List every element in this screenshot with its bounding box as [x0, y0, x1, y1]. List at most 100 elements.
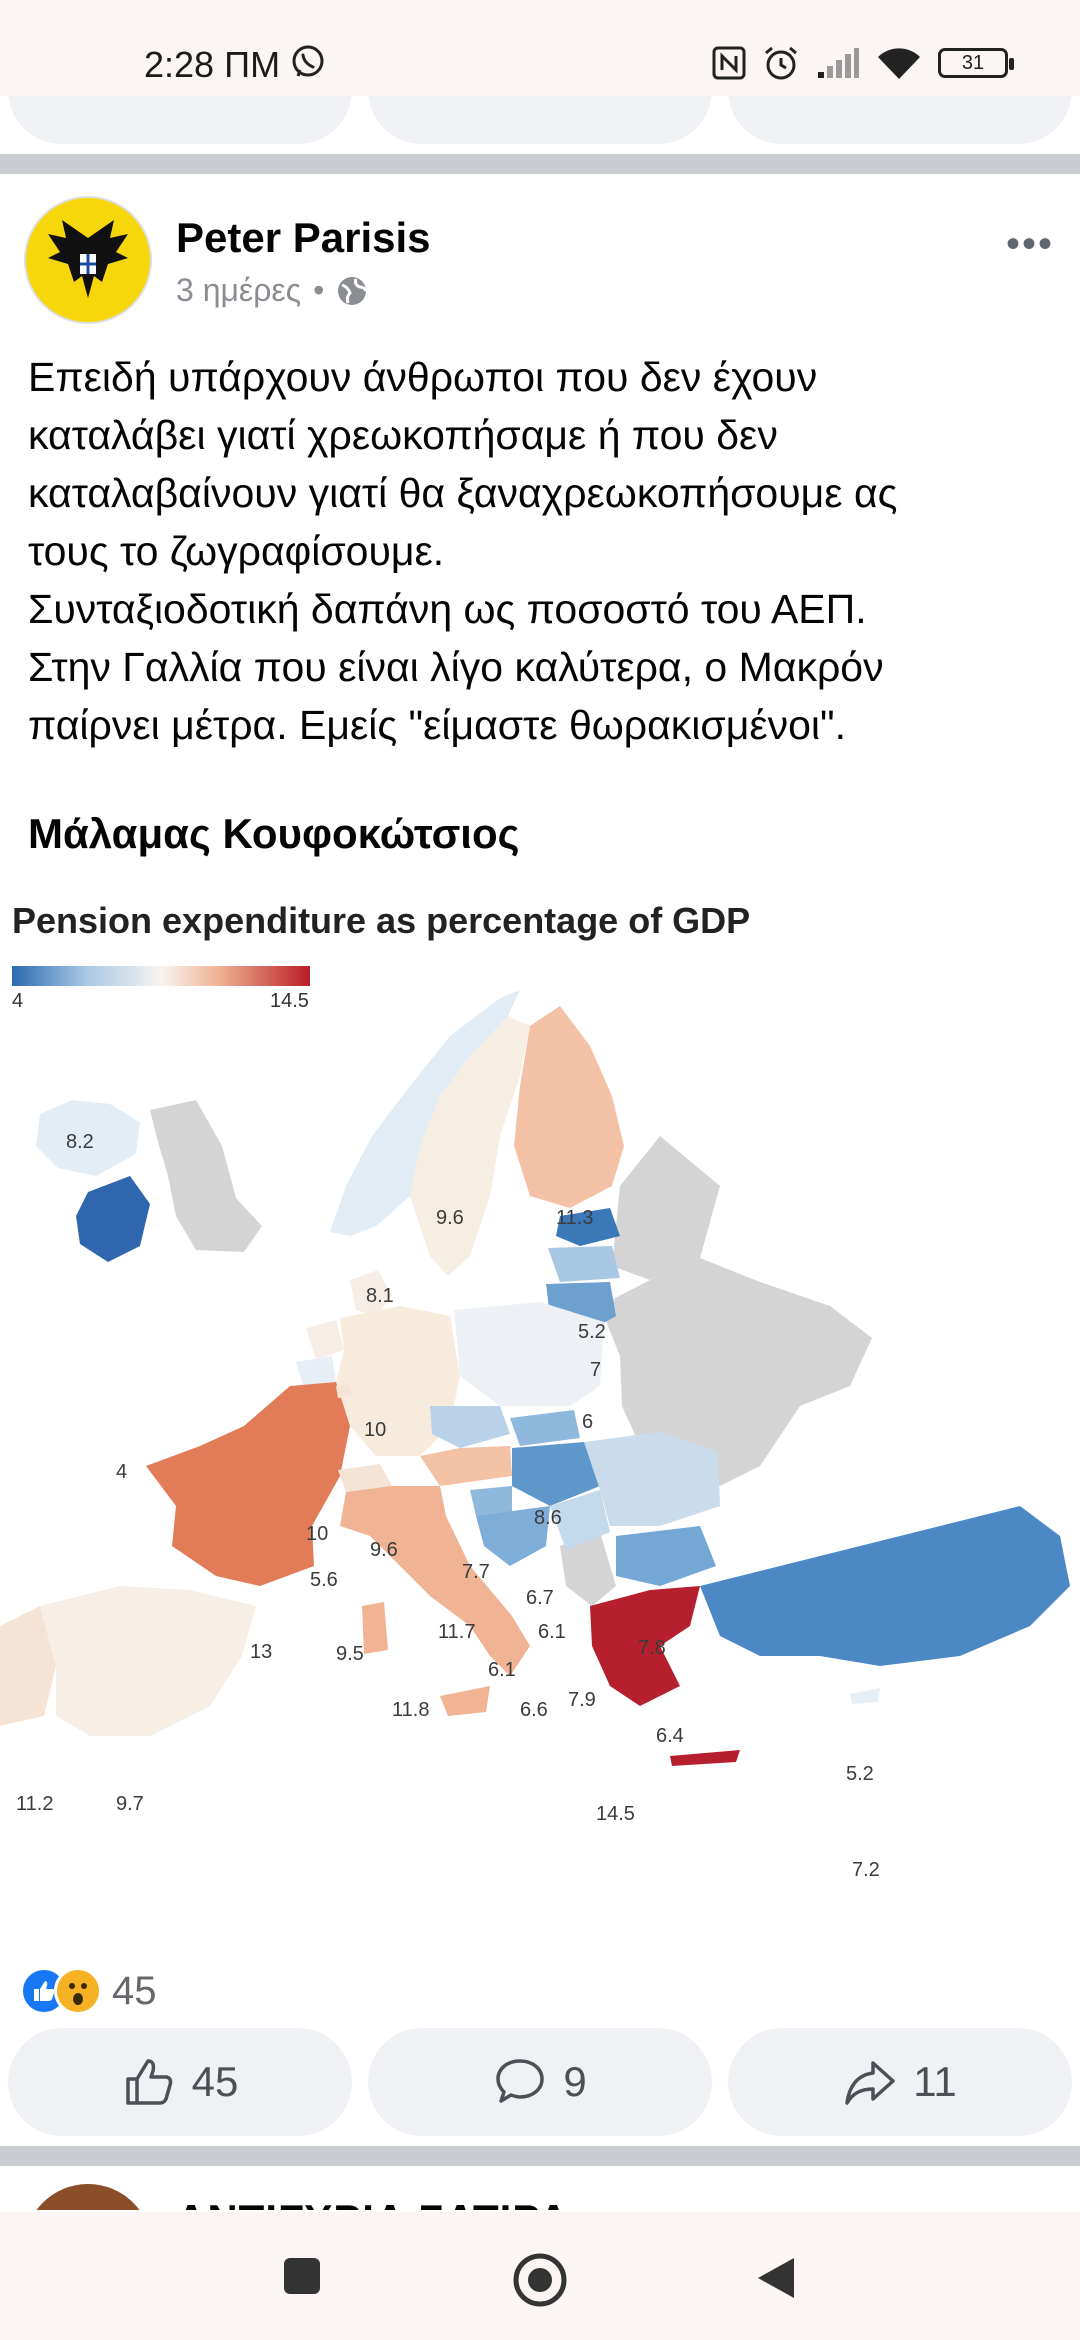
map-label-latvia: 7: [590, 1359, 601, 1381]
map-label-poland: 8.6: [534, 1507, 562, 1529]
share-arrow-icon: [845, 2061, 895, 2105]
post-image-map[interactable]: 8.2 8.1 9.6 11.3 5.2 7 6 10 4 10 5.6 9.6…: [0, 886, 1080, 1940]
post-text-line: Στην Γαλλία που είναι λίγο καλύτερα, ο Μ…: [28, 644, 884, 690]
map-region-norway: [330, 990, 520, 1236]
map-region-italy: [340, 1486, 530, 1676]
signal-icon: [818, 48, 859, 78]
map-region-sardinia: [362, 1602, 388, 1654]
next-post-author[interactable]: ΑΝΤΙΓΥΡΙΑ ΣΑΤΙΡΑ: [176, 2196, 570, 2210]
post-text-line: Επειδή υπάρχουν άνθρωποι που δεν έχουν: [28, 354, 818, 400]
map-region-hungary: [512, 1442, 600, 1506]
map-label-slovakia: 6.7: [526, 1587, 554, 1609]
more-options-button[interactable]: •••: [1006, 222, 1055, 266]
map-label-czechia: 7.7: [462, 1561, 490, 1583]
author-name[interactable]: Peter Parisis: [176, 214, 431, 261]
map-label-germany: 9.6: [370, 1539, 398, 1561]
battery-icon: 31: [938, 48, 1014, 78]
map-region-ukraine-belarus-russia: [600, 1258, 872, 1486]
map-title: Pension expenditure as percentage of GDP: [12, 900, 751, 941]
map-region-iceland: [36, 1100, 140, 1176]
wifi-icon: [878, 48, 920, 79]
map-label-luxembourg: 9.5: [336, 1643, 364, 1665]
thumbs-up-icon: [125, 2059, 172, 2105]
map-region-crete: [670, 1750, 740, 1766]
map-label-austria: 11.7: [438, 1621, 475, 1643]
back-triangle-icon[interactable]: [756, 2256, 796, 2300]
map-region-ireland: [76, 1176, 150, 1262]
reaction-count: 45: [112, 1968, 157, 2013]
like-button[interactable]: 45: [8, 2028, 352, 2136]
like-count: 45: [191, 2058, 239, 2105]
map-region-luxembourg: [336, 1384, 352, 1398]
post-signature: Μάλαμας Κουφοκώτσιος: [28, 810, 520, 857]
post-text-line: καταλαβαίνουν γιατί θα ξαναχρεωκοπήσουμε…: [28, 470, 898, 516]
home-circle-icon[interactable]: [512, 2252, 568, 2308]
nfc-icon: [712, 46, 746, 80]
map-region-finland: [514, 1006, 624, 1208]
comment-button[interactable]: 9: [368, 2028, 712, 2136]
system-navigation-bar: [0, 2212, 1080, 2340]
map-region-sicily: [440, 1686, 490, 1716]
alarm-icon: [765, 46, 797, 80]
previous-share-button[interactable]: [728, 96, 1072, 144]
status-icons: 31: [712, 40, 1014, 86]
map-label-france: 13: [250, 1641, 272, 1663]
map-region-estonia: [556, 1208, 620, 1246]
comment-count: 9: [563, 2058, 587, 2105]
map-region-spain: [40, 1586, 256, 1736]
map-label-italy: 11.8: [392, 1699, 429, 1721]
map-region-greece: [590, 1586, 700, 1706]
map-label-romania: 7.8: [638, 1637, 666, 1659]
map-region-cyprus: [850, 1688, 880, 1704]
status-bar: 2:28 ΠΜ: [0, 0, 1080, 100]
map-label-serbia: 7.9: [568, 1689, 596, 1711]
map-label-iceland: 8.2: [66, 1131, 94, 1153]
post-divider: [0, 154, 1080, 174]
map-legend-min: 4: [12, 990, 24, 1012]
map-legend-max: 14.5: [270, 990, 309, 1012]
map-region-switzerland: [338, 1464, 392, 1492]
map-label-spain: 9.7: [116, 1793, 144, 1815]
map-region-turkey: [700, 1506, 1070, 1666]
post-text-line: καταλάβει γιατί χρεωκοπήσαμε ή που δεν: [28, 412, 778, 458]
double-headed-eagle-icon: [26, 198, 150, 322]
previous-like-button[interactable]: [8, 96, 352, 144]
map-region-balkans-grey: [560, 1532, 616, 1606]
map-region-denmark: [350, 1270, 392, 1316]
map-region-romania: [584, 1432, 720, 1526]
previous-comment-button[interactable]: [368, 96, 712, 144]
map-region-austria: [420, 1446, 512, 1486]
reaction-summary[interactable]: 45: [20, 1966, 157, 2016]
status-time: 2:28 ΠΜ: [144, 44, 281, 85]
map-region-russia-north: [612, 1136, 720, 1280]
post-divider: [0, 2146, 1080, 2166]
share-button[interactable]: 11: [728, 2028, 1072, 2136]
map-label-turkey: 5.2: [846, 1763, 874, 1785]
map-label-hungary: 6.1: [538, 1621, 566, 1643]
share-count: 11: [913, 2058, 957, 2105]
map-label-slovenia: 6.1: [488, 1659, 516, 1681]
globe-icon: [338, 276, 368, 305]
europe-choropleth-map: 8.2 8.1 9.6 11.3 5.2 7 6 10 4 10 5.6 9.6…: [0, 990, 1070, 1881]
post-time[interactable]: 3 ημέρες: [176, 272, 302, 308]
map-label-portugal: 11.2: [16, 1793, 53, 1815]
map-region-portugal: [0, 1606, 56, 1726]
map-label-greece: 14.5: [596, 1803, 635, 1825]
map-region-germany: [336, 1306, 460, 1456]
next-post-avatar[interactable]: [24, 2184, 152, 2210]
recents-square-icon[interactable]: [282, 2256, 322, 2296]
map-label-norway: 8.1: [366, 1285, 394, 1307]
map-region-czechia: [430, 1406, 510, 1448]
map-label-netherlands: 10: [306, 1523, 328, 1545]
wow-reaction-icon: [54, 1967, 102, 2015]
map-region-poland: [454, 1302, 604, 1406]
map-region-uk: [150, 1100, 262, 1252]
previous-post-actions: [0, 96, 1080, 148]
map-region-serbia: [550, 1490, 610, 1550]
map-label-bulgaria: 6.4: [656, 1725, 684, 1747]
map-region-latvia: [548, 1246, 620, 1282]
meta-separator: •: [313, 272, 325, 308]
author-avatar[interactable]: [24, 196, 152, 324]
map-label-cyprus: 7.2: [852, 1859, 880, 1881]
